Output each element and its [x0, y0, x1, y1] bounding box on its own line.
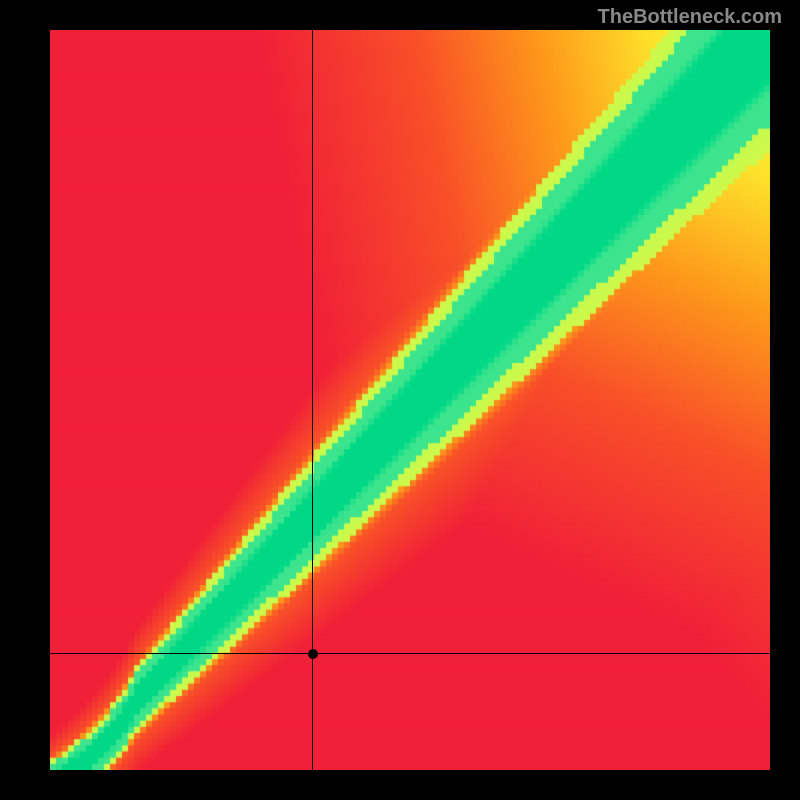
crosshair-vertical: [312, 30, 313, 770]
watermark-text: TheBottleneck.com: [598, 6, 782, 29]
heatmap-plot: [50, 30, 770, 770]
crosshair-horizontal: [50, 653, 770, 654]
heatmap-canvas: [50, 30, 770, 770]
crosshair-marker: [308, 649, 318, 659]
